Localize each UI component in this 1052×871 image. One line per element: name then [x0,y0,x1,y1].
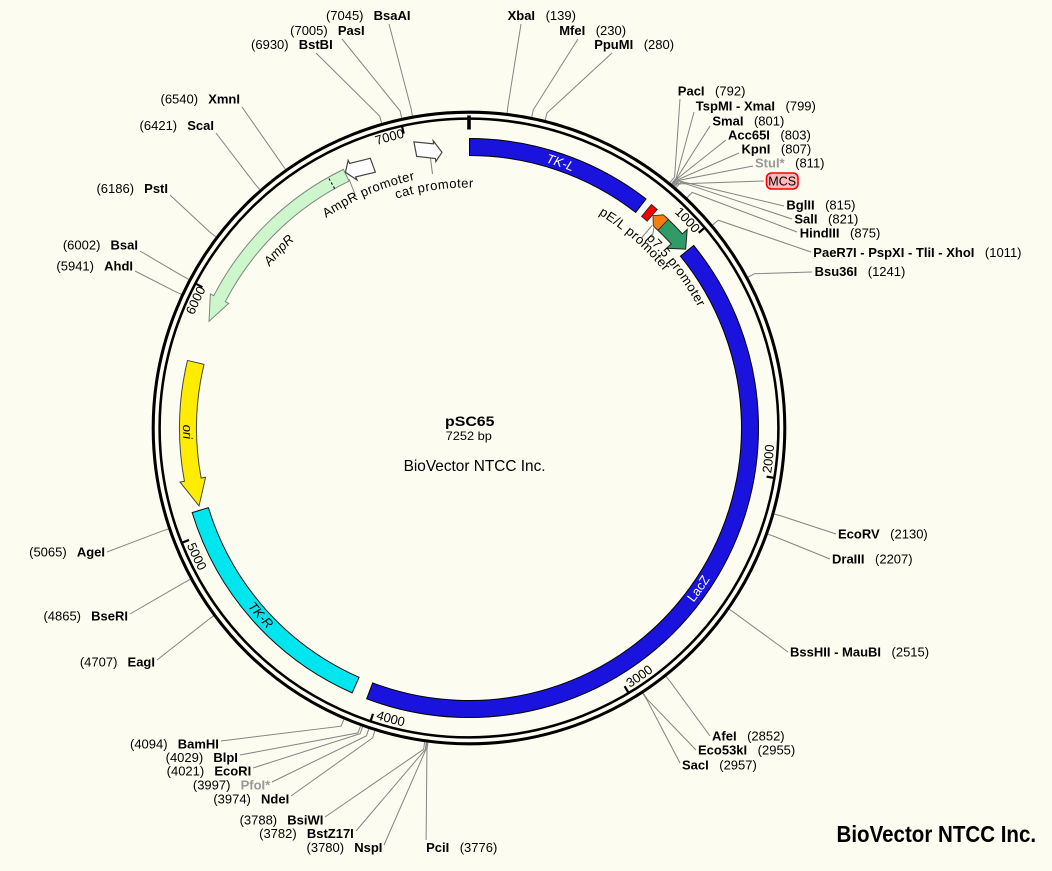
svg-text:KpnI(807): KpnI (807) [742,142,812,157]
svg-text:ori: ori [180,425,195,441]
svg-text:(6930) BstBI: (6930) BstBI [251,37,333,52]
svg-text:(5065) AgeI: (5065) AgeI [29,545,105,560]
svg-text:TspMI - XmaI(799): TspMI - XmaI (799) [696,98,816,113]
svg-text:(3997) PfoI*: (3997) PfoI* [193,777,271,792]
svg-text:AfeI(2852): AfeI (2852) [712,729,785,744]
svg-text:(4029) BlpI: (4029) BlpI [166,750,238,765]
svg-text:HindIII(875): HindIII (875) [800,226,881,241]
svg-text:EcoRV(2130): EcoRV (2130) [838,527,928,542]
svg-text:PacI(792): PacI (792) [678,83,746,98]
svg-text:(3974) NdeI: (3974) NdeI [213,791,289,806]
svg-text:(6540) XmnI: (6540) XmnI [161,92,241,107]
svg-text:(6186) PstI: (6186) PstI [96,181,168,196]
svg-text:(6002) BsaI: (6002) BsaI [63,238,138,253]
svg-text:Eco53kI(2955): Eco53kI (2955) [698,743,795,758]
svg-text:XbaI(139): XbaI (139) [508,8,576,23]
svg-text:(4707) EagI: (4707) EagI [80,655,155,670]
svg-text:pSC65: pSC65 [445,414,495,429]
svg-text:BioVector NTCC Inc.: BioVector NTCC Inc. [404,458,546,475]
svg-text:Acc65I(803): Acc65I (803) [728,127,811,142]
svg-text:BssHII - MauBI(2515): BssHII - MauBI (2515) [790,645,929,660]
svg-text:2000: 2000 [759,444,777,474]
svg-text:MCS: MCS [768,174,796,188]
svg-text:MfeI(230): MfeI (230) [559,23,626,38]
svg-text:PaeR7I - PspXI - TliI - XhoI(1: PaeR7I - PspXI - TliI - XhoI (1011) [813,245,1021,260]
svg-text:BioVector NTCC Inc.: BioVector NTCC Inc. [837,821,1037,847]
svg-text:(3782) BstZ17I: (3782) BstZ17I [259,826,354,841]
svg-text:7252 bp: 7252 bp [446,429,493,443]
svg-text:DraIII(2207): DraIII (2207) [832,552,913,567]
svg-text:(3780) NspI: (3780) NspI [307,840,383,855]
svg-text:BglII(815): BglII (815) [786,198,855,213]
svg-text:SmaI(801): SmaI (801) [712,113,784,128]
svg-text:(7005) PasI: (7005) PasI [290,23,364,38]
svg-text:(5941) AhdI: (5941) AhdI [56,259,133,274]
svg-text:PciI(3776): PciI (3776) [426,840,497,855]
svg-text:SalI(821): SalI (821) [794,212,858,227]
svg-text:(6421) ScaI: (6421) ScaI [140,118,214,133]
svg-text:4000: 4000 [375,707,407,729]
svg-text:StuI*(811): StuI* (811) [755,156,825,171]
svg-text:SacI(2957): SacI (2957) [682,758,757,773]
svg-text:PpuMI(280): PpuMI (280) [594,37,674,52]
svg-text:Bsu36I(1241): Bsu36I (1241) [815,264,906,279]
